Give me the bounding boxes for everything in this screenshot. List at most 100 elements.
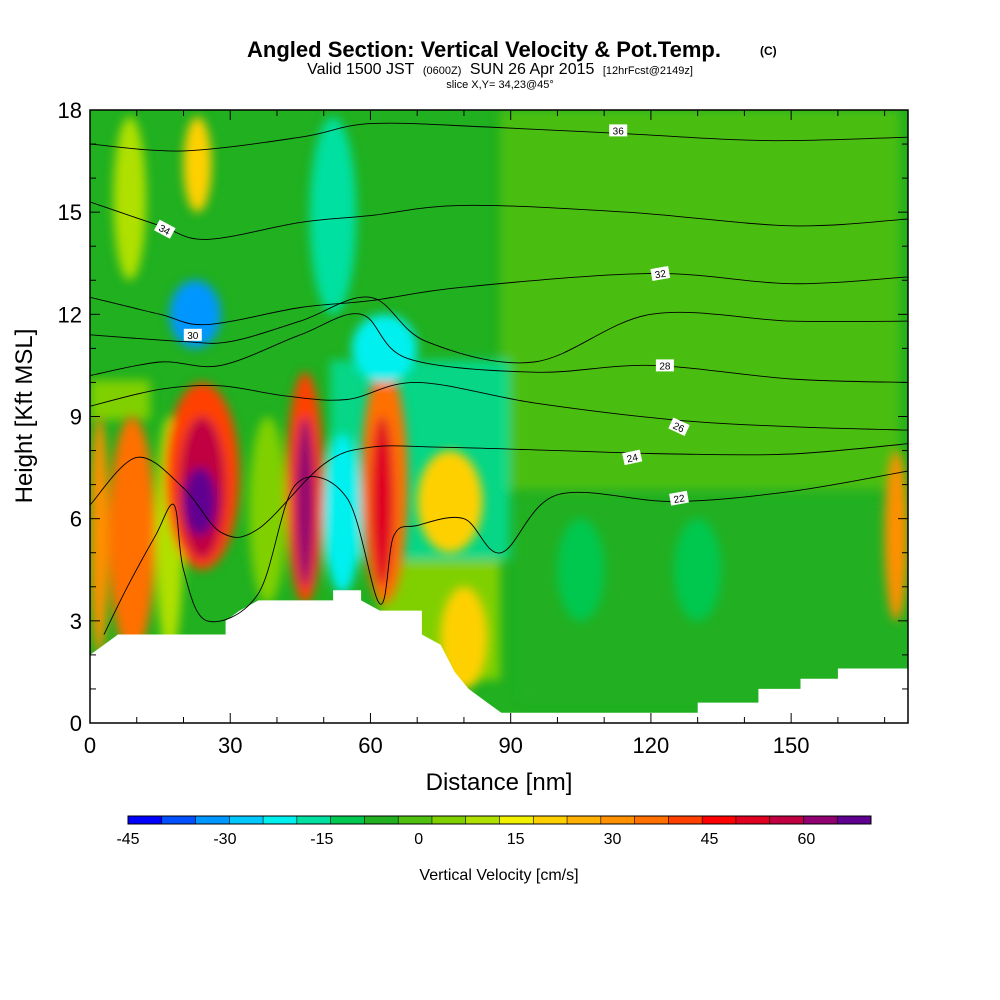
x-tick-label: 90 [498, 733, 522, 758]
colorbar-swatch [837, 816, 872, 824]
contour-label-34: 34 [154, 219, 176, 239]
y-tick-label: 9 [70, 405, 82, 430]
colorbar-swatch [296, 816, 331, 824]
velocity-cell-6 [248, 416, 287, 604]
x-tick-label: 30 [218, 733, 242, 758]
contour-26 [90, 381, 908, 431]
contour-30 [90, 296, 908, 364]
colorbar-swatch [769, 816, 804, 824]
velocity-cell-9 [323, 433, 362, 594]
contour-label-22: 22 [669, 490, 689, 506]
colorbar-tick-label: -30 [213, 831, 236, 848]
colorbar-swatch [161, 816, 196, 824]
velocity-cell-5 [183, 467, 217, 536]
contour-24 [90, 443, 908, 538]
x-tick-label: 150 [773, 733, 810, 758]
contour-label-box [183, 328, 202, 341]
contour-label-box [609, 124, 628, 137]
velocity-cell-14 [351, 314, 418, 383]
contour-label-text: 26 [671, 421, 686, 436]
velocity-cell-19 [557, 518, 605, 621]
velocity-cells [90, 116, 908, 689]
velocity-cell-15 [183, 116, 212, 213]
contour-label-text: 32 [654, 269, 667, 282]
velocity-cell-13 [309, 116, 357, 315]
colorbar-swatch [195, 816, 230, 824]
contour-28 [90, 313, 908, 383]
terrain [90, 590, 908, 723]
contour-label-24: 24 [622, 449, 643, 466]
colorbar-swatch [499, 816, 534, 824]
x-axis: 0 30 60 90 120 150 [84, 110, 886, 758]
velocity-cell-21 [884, 450, 908, 621]
colorbar-tick-label: 30 [604, 831, 622, 848]
colorbar-swatch [567, 816, 602, 824]
contour-label-box [655, 359, 674, 372]
contour-34 [90, 201, 908, 240]
velocity-cell-16 [113, 116, 147, 281]
velocity-field: 22 24 26 28 30 32 34 36 [90, 110, 908, 723]
velocity-cell-11 [370, 416, 394, 587]
y-tick-label: 3 [70, 609, 82, 634]
contour-label-text: 30 [187, 331, 199, 342]
velocity-cell-1 [108, 416, 156, 655]
contour-label-26: 26 [668, 417, 690, 436]
y-tick-label: 18 [58, 98, 82, 123]
y-tick-label: 15 [58, 200, 82, 225]
colorbar-swatch [465, 816, 500, 824]
subtitle-valid: Valid 1500 JST (0600Z) SUN 26 Apr 2015 [… [307, 61, 693, 78]
contour-label-text: 34 [157, 223, 172, 238]
y-axis-label: Height [Kft MSL] [11, 329, 38, 504]
colorbar-swatch [803, 816, 838, 824]
colorbar-tick-label: 15 [507, 831, 525, 848]
colorbar-swatch [128, 816, 163, 824]
subtitle-valid-time: Valid 1500 JST [307, 61, 415, 78]
colorbar-swatch [364, 816, 399, 824]
chart-title-unit: (C) [760, 44, 777, 58]
colorbar: -45 -30 -15 0 15 30 45 60 [116, 815, 872, 848]
colorbar-tick-label: 0 [414, 831, 423, 848]
velocity-cell-12 [169, 280, 221, 349]
colorbar-tick-label: 60 [797, 831, 815, 848]
contour-32 [90, 273, 908, 326]
contour-label-36: 36 [609, 124, 628, 137]
colorbar-swatch [634, 816, 669, 824]
y-tick-label: 12 [58, 302, 82, 327]
subtitle-date: SUN 26 Apr 2015 [470, 61, 595, 78]
contour-36 [90, 122, 908, 152]
colorbar-label: Vertical Velocity [cm/s] [419, 867, 578, 884]
contour-label-32: 32 [650, 266, 671, 282]
x-axis-label: Distance [nm] [426, 769, 573, 796]
subtitle-forecast: [12hrFcst@2149z] [603, 65, 693, 77]
colorbar-swatch [735, 816, 770, 824]
theta-contours: 22 24 26 28 30 32 34 36 [90, 122, 908, 635]
contour-label-text: 22 [673, 493, 686, 506]
y-tick-label: 0 [70, 711, 82, 736]
colorbar-swatch [600, 816, 635, 824]
velocity-cell-17 [417, 450, 483, 553]
colorbar-swatch [533, 816, 568, 824]
x-tick-label: 120 [633, 733, 670, 758]
subtitle-utc: (0600Z) [423, 65, 462, 77]
contour-label-box [669, 490, 689, 506]
contour-label-box [668, 417, 690, 436]
terrain-mask [90, 590, 908, 723]
x-tick-label: 60 [358, 733, 382, 758]
colorbar-tick-label: 45 [701, 831, 719, 848]
velocity-cell-20 [674, 518, 722, 621]
chart-title: Angled Section: Vertical Velocity & Pot.… [247, 37, 721, 62]
contour-label-box [622, 449, 643, 466]
colorbar-swatch [398, 816, 433, 824]
velocity-cell-8 [295, 416, 315, 587]
contour-label-28: 28 [655, 359, 674, 372]
contour-22 [103, 470, 908, 635]
colorbar-swatch [330, 816, 365, 824]
colorbar-swatch [702, 816, 737, 824]
y-tick-label: 6 [70, 507, 82, 532]
contour-label-text: 36 [613, 126, 625, 137]
slice-label: slice X,Y= 34,23@45° [446, 79, 554, 91]
colorbar-swatch [229, 816, 264, 824]
contour-label-text: 24 [626, 452, 640, 465]
